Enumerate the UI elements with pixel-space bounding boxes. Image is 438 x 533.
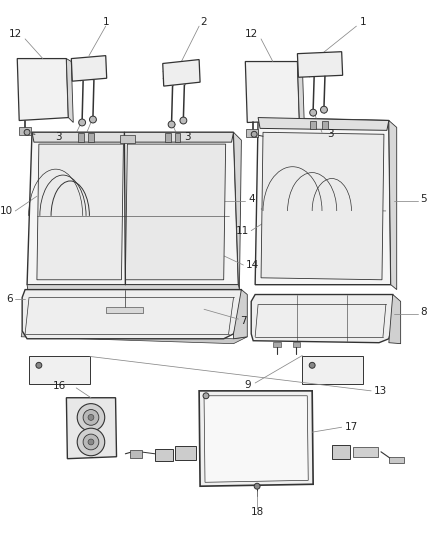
Text: 14: 14 — [245, 260, 258, 270]
Text: 18: 18 — [251, 507, 264, 517]
Text: 1: 1 — [102, 17, 109, 27]
Polygon shape — [71, 55, 107, 81]
Polygon shape — [261, 132, 384, 280]
Polygon shape — [27, 132, 238, 285]
Bar — [353, 447, 378, 457]
Circle shape — [88, 439, 94, 445]
Bar — [19, 127, 31, 135]
Polygon shape — [255, 118, 391, 285]
Polygon shape — [251, 295, 395, 343]
Circle shape — [24, 130, 30, 135]
Bar — [302, 357, 363, 384]
Circle shape — [83, 434, 99, 450]
Polygon shape — [67, 59, 73, 123]
Circle shape — [36, 362, 42, 368]
Text: 3: 3 — [184, 132, 191, 142]
Circle shape — [79, 119, 85, 126]
Text: 12: 12 — [9, 29, 22, 39]
Bar — [322, 120, 328, 130]
Circle shape — [77, 428, 105, 456]
Circle shape — [89, 116, 96, 123]
Polygon shape — [233, 289, 247, 339]
Text: 13: 13 — [374, 386, 387, 396]
Circle shape — [309, 362, 315, 368]
Bar — [332, 445, 350, 459]
Bar — [88, 133, 94, 142]
Polygon shape — [21, 331, 247, 344]
Circle shape — [203, 393, 209, 399]
Polygon shape — [199, 391, 313, 486]
Bar — [78, 133, 84, 142]
Bar — [293, 342, 300, 346]
Text: 8: 8 — [420, 307, 427, 317]
Polygon shape — [163, 60, 200, 86]
Text: 2: 2 — [201, 17, 207, 27]
Bar — [389, 457, 403, 463]
Bar — [120, 135, 135, 143]
Polygon shape — [17, 59, 68, 120]
Text: 10: 10 — [0, 206, 13, 216]
Circle shape — [88, 415, 94, 421]
Polygon shape — [245, 61, 300, 123]
Polygon shape — [32, 132, 233, 142]
Bar — [29, 357, 90, 384]
Polygon shape — [389, 295, 401, 344]
Text: 3: 3 — [55, 132, 61, 142]
Bar — [174, 446, 196, 459]
Bar — [130, 450, 142, 458]
Text: 16: 16 — [53, 381, 67, 391]
Circle shape — [77, 403, 105, 431]
Circle shape — [310, 109, 317, 116]
Circle shape — [168, 121, 175, 128]
Circle shape — [180, 117, 187, 124]
Bar — [246, 130, 258, 137]
Polygon shape — [389, 120, 397, 289]
Bar — [174, 133, 180, 142]
Polygon shape — [233, 132, 241, 289]
Circle shape — [83, 409, 99, 425]
Circle shape — [321, 106, 327, 113]
Text: 12: 12 — [245, 29, 258, 39]
Polygon shape — [297, 61, 304, 124]
Text: 9: 9 — [244, 380, 251, 390]
Text: 11: 11 — [236, 225, 249, 236]
Polygon shape — [297, 52, 343, 77]
Polygon shape — [27, 285, 240, 292]
Text: 4: 4 — [248, 194, 255, 204]
Bar — [310, 120, 316, 130]
Text: 6: 6 — [7, 294, 13, 304]
Polygon shape — [22, 289, 244, 339]
Text: 7: 7 — [240, 316, 247, 326]
Bar — [106, 308, 143, 313]
Text: 17: 17 — [345, 422, 358, 432]
Polygon shape — [67, 398, 117, 459]
Circle shape — [251, 131, 257, 137]
Circle shape — [254, 483, 260, 489]
Bar — [155, 449, 173, 461]
Bar — [165, 133, 171, 142]
Polygon shape — [204, 396, 308, 482]
Polygon shape — [125, 144, 226, 280]
Bar — [273, 342, 281, 346]
Polygon shape — [258, 118, 389, 131]
Text: 5: 5 — [420, 194, 427, 204]
Text: 1: 1 — [359, 17, 366, 27]
Polygon shape — [37, 144, 124, 280]
Text: 3: 3 — [327, 130, 333, 139]
